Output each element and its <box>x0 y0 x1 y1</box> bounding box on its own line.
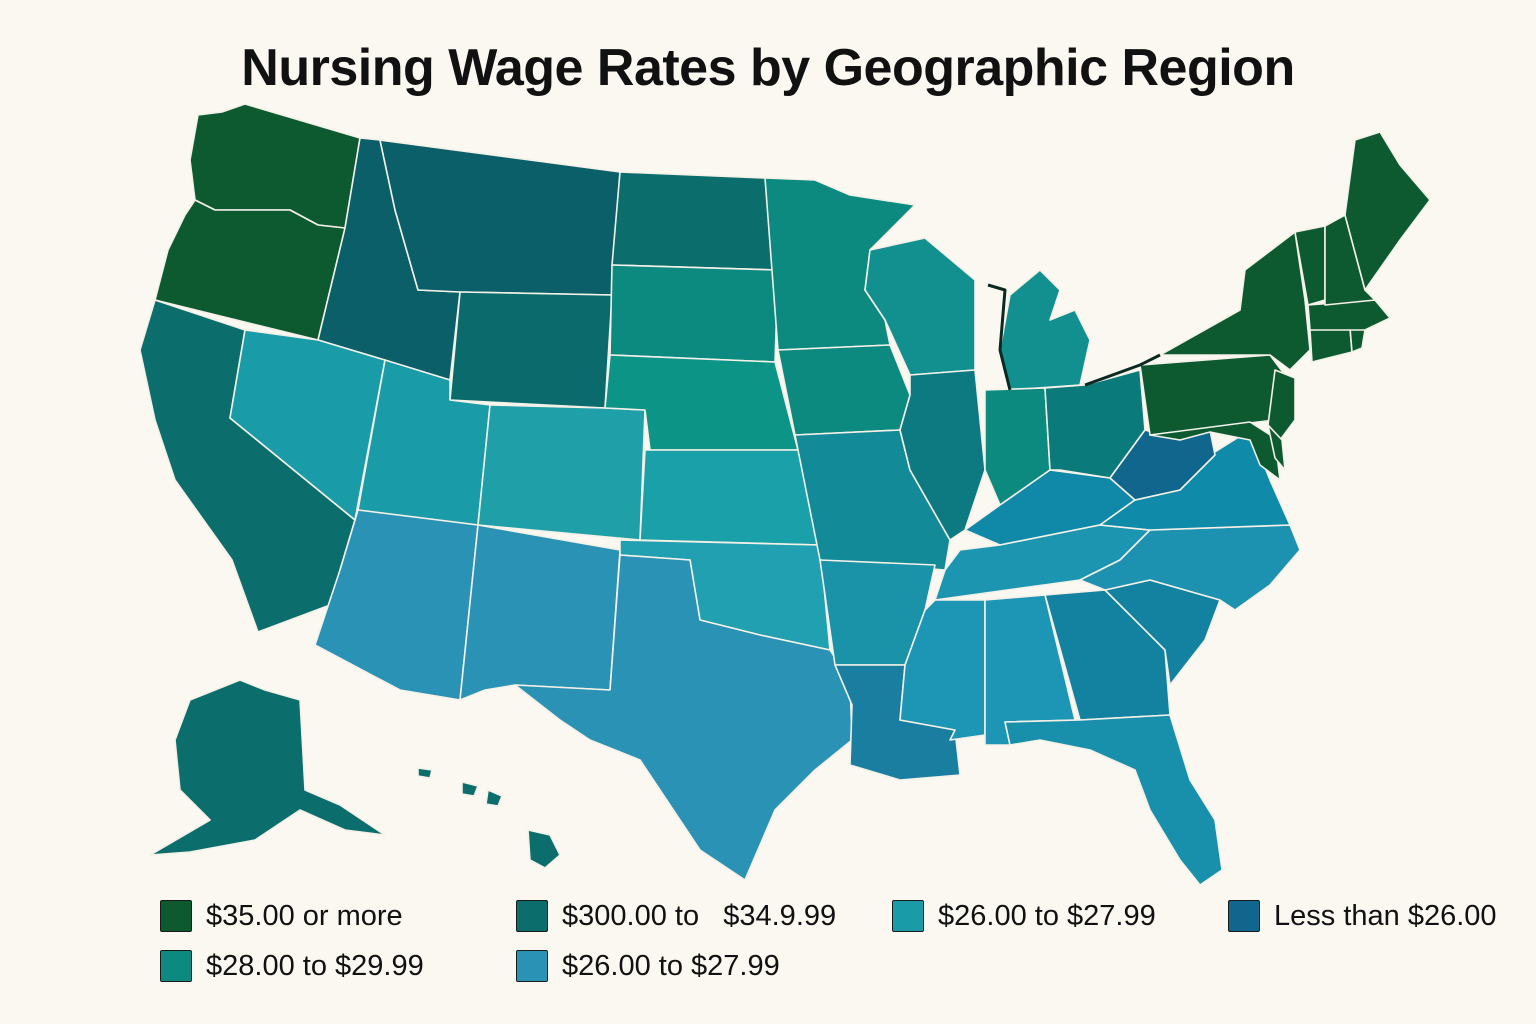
state-new-york[interactable]: New York <box>1159 231 1311 371</box>
legend-label: $26.00 to $27.99 <box>562 949 780 982</box>
state-north-dakota[interactable]: North Dakota <box>611 171 779 271</box>
state-hawaii-big-island[interactable]: Hawaii <box>527 829 561 869</box>
state-hawaii-maui[interactable]: Hawaii <box>485 789 503 807</box>
state-montana[interactable]: Montana <box>379 139 621 296</box>
legend-swatch <box>160 950 192 982</box>
state-illinois[interactable]: Illinois <box>899 369 986 541</box>
state-hawaii-oahu[interactable]: Hawaii <box>461 781 479 797</box>
state-new-jersey[interactable]: New Jersey <box>1267 369 1296 441</box>
state-north-carolina[interactable]: North Carolina <box>1079 524 1301 611</box>
state-delaware[interactable]: Delaware <box>1267 424 1286 471</box>
legend-swatch <box>516 900 548 932</box>
legend-swatch <box>1228 900 1260 932</box>
lake-erie-shore <box>1084 353 1161 387</box>
legend-item-35-or-more: $35.00 or more <box>160 896 403 936</box>
state-georgia[interactable]: Georgia <box>1044 589 1171 721</box>
state-new-mexico[interactable]: New Mexico <box>459 524 621 701</box>
state-maine[interactable]: Maine <box>1344 131 1431 291</box>
state-pennsylvania[interactable]: Pennsylvania <box>1139 354 1286 436</box>
legend-swatch <box>516 950 548 982</box>
state-hawaii-kauai[interactable]: Hawaii <box>417 767 433 779</box>
legend-item-30-to-34: $300.00 to $34.9.99 <box>516 896 836 936</box>
state-wyoming[interactable]: Wyoming <box>449 291 613 409</box>
legend-label: $300.00 to $34.9.99 <box>562 899 837 932</box>
legend-label: Less than $26.00 <box>1274 899 1497 932</box>
state-south-dakota[interactable]: South Dakota <box>609 264 779 363</box>
legend-item-28-to-29: $28.00 to $29.99 <box>160 946 424 986</box>
legend-swatch <box>892 900 924 932</box>
state-connecticut[interactable]: Connecticut <box>1309 327 1353 363</box>
map-title: Nursing Wage Rates by Geographic Region <box>241 39 1295 97</box>
state-rhode-island[interactable]: Rhode Island <box>1349 327 1366 353</box>
legend-label: $35.00 or more <box>206 899 403 932</box>
legend-label: $26.00 to $27.99 <box>938 899 1156 932</box>
state-colorado[interactable]: Colorado <box>477 404 646 541</box>
legend-item-26-to-27-blue: $26.00 to $27.99 <box>516 946 780 986</box>
state-kansas[interactable]: Kansas <box>639 449 821 546</box>
state-michigan[interactable]: Michigan <box>999 269 1091 391</box>
lake-michigan-shore <box>987 283 1012 391</box>
legend-item-less-than-26: Less than $26.00 <box>1228 896 1497 936</box>
legend-item-26-to-27-teal: $26.00 to $27.99 <box>892 896 1156 936</box>
state-iowa[interactable]: Iowa <box>777 344 911 436</box>
legend-swatch <box>160 900 192 932</box>
legend-label: $28.00 to $29.99 <box>206 949 424 982</box>
state-maryland[interactable]: Maryland <box>1149 421 1281 481</box>
state-texas[interactable]: Texas <box>514 554 853 881</box>
state-alaska[interactable]: Alaska <box>149 679 386 856</box>
state-massachusetts[interactable]: Massachusetts <box>1307 299 1391 331</box>
state-florida[interactable]: Florida <box>1004 714 1223 886</box>
